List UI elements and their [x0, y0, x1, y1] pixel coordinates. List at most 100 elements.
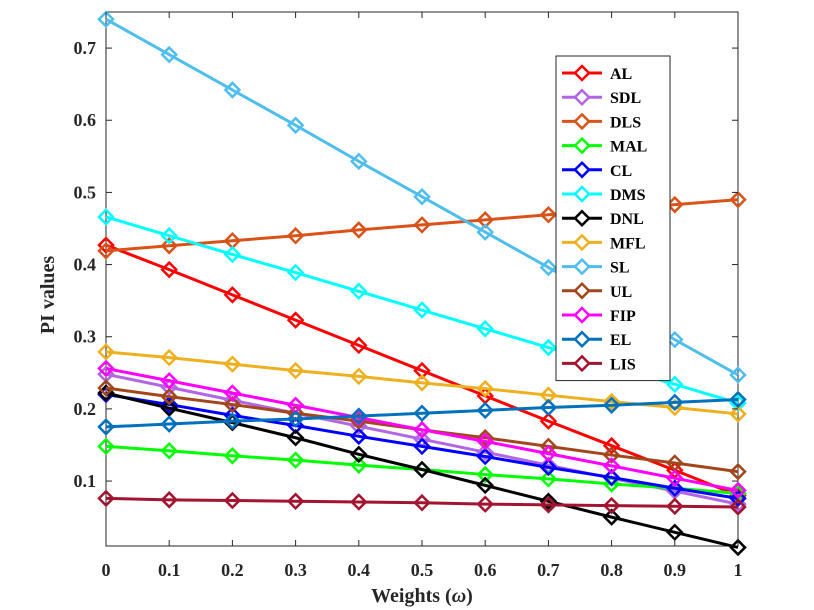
- data-point-mfl: [476, 379, 494, 398]
- data-point-el: [476, 401, 494, 420]
- data-point-fip: [476, 432, 494, 451]
- data-point-al: [97, 236, 115, 254]
- legend-item-dls: DLS: [562, 112, 641, 131]
- data-point-fip: [160, 371, 178, 390]
- data-point-mfl: [160, 348, 178, 367]
- legend-item-mfl: MFL: [562, 233, 646, 252]
- data-point-fip: [602, 457, 621, 475]
- data-point-cl: [539, 458, 558, 477]
- data-point-dnl: [350, 445, 368, 464]
- data-point-cl: [602, 468, 621, 487]
- legend-item-sdl: SDL: [562, 88, 641, 107]
- legend-label: AL: [610, 66, 632, 83]
- data-point-fip: [223, 384, 242, 402]
- data-point-lis: [729, 498, 747, 516]
- data-point-dms: [476, 320, 494, 338]
- legend-swatch-marker: [573, 161, 591, 179]
- data-point-dms: [160, 226, 178, 245]
- legend-swatch-marker: [573, 330, 591, 348]
- data-point-al: [160, 260, 178, 279]
- legend-swatch-marker: [573, 233, 591, 252]
- data-point-mal: [160, 441, 178, 460]
- data-point-mal: [476, 465, 494, 484]
- data-point-dnl: [729, 538, 747, 557]
- data-point-mfl: [223, 355, 242, 373]
- x-tick-label: 0.3: [284, 560, 307, 580]
- data-point-lis: [539, 496, 558, 514]
- legend-label: DLS: [610, 114, 641, 131]
- data-point-lis: [97, 489, 115, 508]
- series-el: [97, 390, 747, 436]
- legend-label: DNL: [610, 211, 644, 228]
- legend-label: EL: [610, 332, 631, 349]
- data-point-lis: [666, 497, 684, 516]
- data-point-mal: [97, 437, 115, 456]
- data-point-sl: [729, 366, 747, 384]
- y-axis-label: PI values: [37, 256, 59, 335]
- data-point-ul: [602, 446, 621, 464]
- data-point-sl: [160, 45, 178, 64]
- data-point-al: [286, 311, 305, 329]
- data-point-dnl: [602, 508, 621, 526]
- data-point-dms: [666, 375, 684, 394]
- legend-item-el: EL: [562, 330, 631, 349]
- legend-label: SDL: [610, 90, 641, 107]
- y-tick-label: 0.6: [74, 110, 97, 130]
- legend-label: MFL: [610, 235, 646, 252]
- data-point-sl: [97, 10, 115, 28]
- data-point-lis: [350, 493, 368, 511]
- data-point-lis: [223, 491, 242, 510]
- data-point-mal: [223, 447, 242, 465]
- data-point-cl: [413, 437, 431, 456]
- legend-swatch-marker: [573, 136, 591, 155]
- data-point-dms: [539, 338, 558, 357]
- data-point-dnl: [666, 523, 684, 542]
- y-tick-label: 0.3: [74, 327, 97, 347]
- legend-label: CL: [610, 163, 632, 180]
- legend-item-dnl: DNL: [562, 209, 644, 228]
- x-tick-label: 0.9: [664, 560, 687, 580]
- legend-label: DMS: [610, 187, 646, 204]
- series-fip: [97, 359, 747, 500]
- legend-swatch-marker: [573, 64, 591, 82]
- data-point-lis: [476, 495, 494, 513]
- data-point-dms: [97, 208, 115, 226]
- data-point-mal: [602, 475, 621, 493]
- data-point-el: [97, 418, 115, 436]
- data-point-fip: [729, 481, 747, 500]
- data-point-dls: [350, 221, 368, 239]
- data-point-el: [729, 390, 747, 409]
- plot-area: [97, 10, 747, 557]
- data-point-mal: [539, 470, 558, 488]
- data-point-cl: [729, 489, 747, 508]
- data-point-dls: [160, 237, 178, 255]
- data-point-dnl: [160, 399, 178, 417]
- series-line-dnl: [105, 391, 739, 549]
- series-lis: [97, 489, 747, 516]
- y-tick-label: 0.5: [74, 182, 97, 202]
- data-point-el: [160, 415, 178, 433]
- data-point-fip: [666, 469, 684, 487]
- legend-swatch-marker: [573, 354, 591, 373]
- data-point-dms: [413, 301, 431, 319]
- data-point-dnl: [539, 492, 558, 511]
- legend-item-cl: CL: [562, 161, 632, 180]
- x-axis: 0 0.1 0.2 0.3 0.4 0.5 0.6 0.7 0.8 0.9 1: [102, 12, 743, 580]
- legend-item-ul: UL: [562, 282, 632, 301]
- data-point-dnl: [413, 460, 431, 479]
- data-point-sdl: [160, 378, 178, 397]
- y-tick-label: 0.4: [74, 255, 97, 275]
- data-point-mfl: [97, 343, 115, 361]
- data-point-fip: [539, 444, 558, 463]
- series-line-al: [105, 243, 739, 497]
- data-point-dls: [413, 216, 431, 234]
- data-point-ul: [223, 395, 242, 414]
- data-point-al: [350, 336, 368, 355]
- legend-label: LIS: [610, 356, 636, 373]
- series-line-fip: [105, 367, 739, 492]
- y-tick-label: 0.2: [74, 399, 97, 419]
- legend-swatch-marker: [573, 112, 591, 131]
- data-point-mal: [286, 451, 305, 469]
- data-point-dms: [286, 263, 305, 282]
- data-point-sl: [539, 258, 558, 277]
